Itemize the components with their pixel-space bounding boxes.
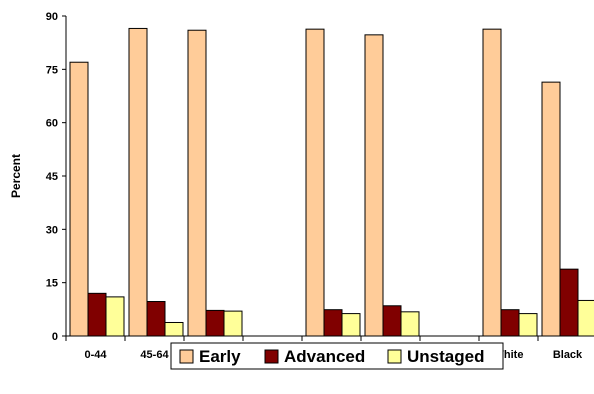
bar-early bbox=[482, 28, 502, 337]
y-tick-label: 45 bbox=[46, 171, 58, 183]
bar-early bbox=[541, 81, 561, 337]
bar-early bbox=[187, 29, 207, 337]
bar-unstaged bbox=[164, 321, 184, 337]
bar-advanced bbox=[146, 301, 166, 337]
legend: Early Advanced Unstaged bbox=[170, 342, 504, 370]
bar-early bbox=[128, 27, 148, 337]
y-tick-label: 0 bbox=[52, 331, 58, 343]
x-tick-label: 0-44 bbox=[84, 349, 107, 361]
bar-early bbox=[69, 61, 89, 337]
bar-advanced bbox=[87, 292, 107, 337]
legend-label-unstaged: Unstaged bbox=[407, 347, 484, 366]
x-tick-label: 45-64 bbox=[140, 349, 169, 361]
y-tick-label: 75 bbox=[46, 64, 58, 76]
y-tick-label: 30 bbox=[46, 224, 58, 236]
bar-unstaged bbox=[223, 310, 243, 337]
y-axis-ticks: 0 15 30 45 60 75 90 bbox=[46, 11, 66, 343]
bar-unstaged bbox=[341, 313, 361, 337]
bar-unstaged bbox=[400, 311, 420, 337]
bar-advanced bbox=[323, 309, 343, 337]
bar-advanced bbox=[500, 309, 520, 337]
bar-unstaged bbox=[105, 296, 125, 337]
bar-advanced bbox=[205, 309, 225, 337]
bar-advanced bbox=[559, 268, 579, 337]
legend-box bbox=[170, 342, 504, 370]
legend-label-advanced: Advanced bbox=[284, 347, 365, 366]
bar-early bbox=[364, 34, 384, 337]
bars bbox=[69, 27, 594, 337]
legend-label-early: Early bbox=[199, 347, 241, 366]
legend-swatch-unstaged bbox=[387, 349, 402, 364]
bar-early bbox=[305, 28, 325, 337]
x-tick-label: Black bbox=[553, 349, 583, 361]
y-axis-label: Percent bbox=[9, 154, 23, 198]
y-tick-label: 15 bbox=[46, 278, 58, 290]
legend-swatch-early bbox=[179, 349, 194, 364]
y-tick-label: 90 bbox=[46, 11, 58, 23]
bar-advanced bbox=[382, 305, 402, 337]
legend-swatch-advanced bbox=[264, 349, 279, 364]
y-tick-label: 60 bbox=[46, 118, 58, 130]
bar-unstaged bbox=[518, 313, 538, 337]
bar-unstaged bbox=[577, 299, 594, 337]
